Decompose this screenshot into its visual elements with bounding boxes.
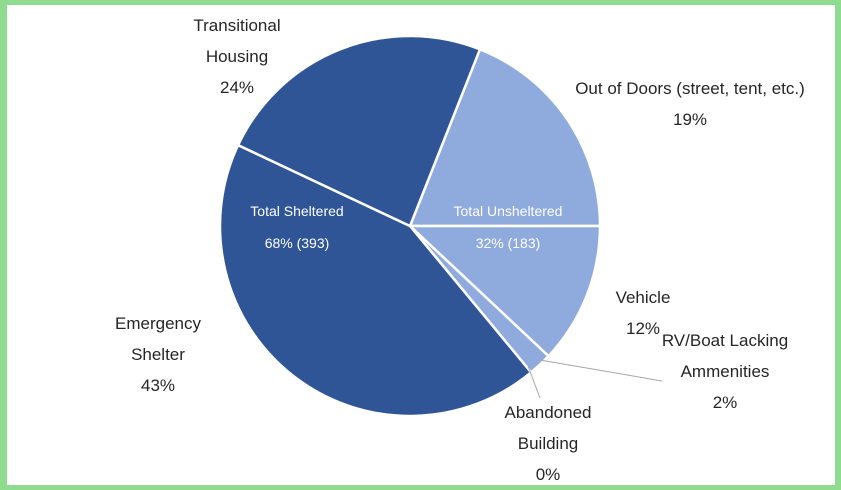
slice-label: Vehicle 12% bbox=[583, 282, 703, 344]
annotation-label: 32% (183) bbox=[475, 235, 541, 251]
value-label: 24% bbox=[219, 78, 255, 97]
category-label: Emergency Shelter bbox=[115, 314, 201, 364]
slice-label: RV/Boat Lacking Ammenities 2% bbox=[655, 325, 795, 418]
slice-label: Out of Doors (street, tent, etc.) 19% bbox=[575, 73, 805, 135]
value-label: 2% bbox=[712, 393, 738, 412]
value-label: 12% bbox=[625, 319, 661, 338]
category-label: Vehicle bbox=[615, 288, 671, 307]
pie-slice bbox=[236, 34, 482, 228]
annotation-label: 68% (393) bbox=[264, 235, 330, 251]
value-label: 19% bbox=[672, 110, 708, 129]
annotation: Total Unsheltered 32% (183) bbox=[418, 195, 598, 259]
annotation-title: Total Unsheltered bbox=[453, 203, 563, 219]
pie-slice bbox=[406, 224, 602, 358]
value-label: 43% bbox=[140, 376, 176, 395]
category-label: Transitional Housing bbox=[193, 16, 281, 66]
slice-label: Emergency Shelter 43% bbox=[88, 308, 228, 401]
pie-slice bbox=[408, 47, 602, 228]
annotation-title: Total Sheltered bbox=[250, 203, 344, 219]
slice-label: Abandoned Building 0% bbox=[478, 397, 618, 490]
category-label: Abandoned Building bbox=[504, 403, 592, 453]
slice-label: Transitional Housing 24% bbox=[167, 10, 307, 103]
annotation: Total Sheltered 68% (393) bbox=[207, 195, 387, 259]
value-label: 0% bbox=[535, 465, 561, 484]
category-label: Out of Doors (street, tent, etc.) bbox=[575, 79, 805, 98]
pie-slice bbox=[218, 143, 533, 418]
category-label: RV/Boat Lacking Ammenities bbox=[661, 331, 789, 381]
leader-line bbox=[539, 359, 663, 382]
leader-line bbox=[527, 365, 541, 399]
